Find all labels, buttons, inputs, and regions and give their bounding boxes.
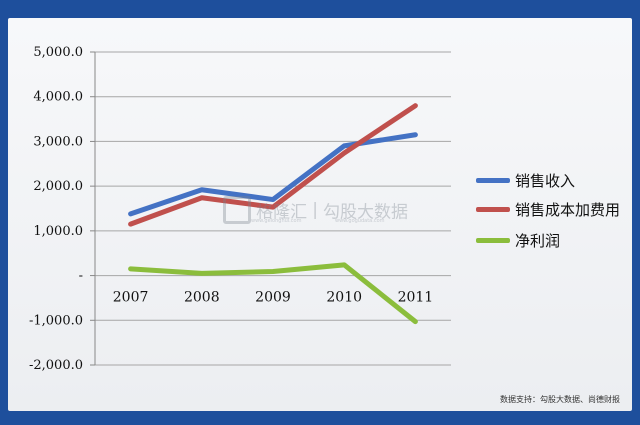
data-point xyxy=(414,105,416,107)
watermark-url2: www.gogudata.com xyxy=(335,218,385,224)
data-point xyxy=(343,264,345,266)
x-tick-label: 2007 xyxy=(113,290,149,306)
watermark: 格隆汇 | 勾股大数据 www.gelonghui.com www.goguda… xyxy=(223,196,408,224)
y-tick-label: -1,000.0 xyxy=(29,313,83,328)
watermark-logo-icon xyxy=(223,196,251,224)
x-tick-label: 2011 xyxy=(398,290,434,306)
data-point xyxy=(201,189,203,191)
chart-panel: 5,000.0 4,000.0 3,000.0 2,000.0 1,000.0 - -1,0… xyxy=(8,18,632,411)
data-point xyxy=(343,145,345,147)
data-point xyxy=(272,199,274,201)
x-tick-label: 2010 xyxy=(326,290,362,306)
data-point xyxy=(130,213,132,215)
legend-swatch xyxy=(476,207,510,212)
watermark-brand: 格隆汇 xyxy=(256,202,308,223)
x-tick-label: 2009 xyxy=(255,290,291,306)
data-point xyxy=(201,197,203,199)
y-tick-label: 2,000.0 xyxy=(33,179,83,194)
watermark-brand2: 勾股大数据 xyxy=(323,202,409,223)
data-point xyxy=(343,152,345,154)
legend-label: 销售成本加费用 xyxy=(515,201,621,219)
data-point xyxy=(414,134,416,136)
y-tick-label: -2,000.0 xyxy=(29,358,83,373)
y-tick-label: 3,000.0 xyxy=(33,134,83,149)
y-tick-label: 4,000.0 xyxy=(33,90,83,105)
data-point xyxy=(272,271,274,273)
data-point xyxy=(130,268,132,270)
data-point xyxy=(272,206,274,208)
data-point xyxy=(201,272,203,274)
watermark-url: www.gelonghui.com xyxy=(251,218,302,224)
y-tick-label: 1,000.0 xyxy=(33,224,83,239)
line-chart: 5,000.0 4,000.0 3,000.0 2,000.0 1,000.0 - -1,0… xyxy=(29,45,451,373)
source-note: 数据支持：勾股大数据、尚德财报 xyxy=(500,395,620,404)
legend-swatch xyxy=(476,178,510,183)
legend-label: 净利润 xyxy=(515,232,561,250)
legend-label: 销售收入 xyxy=(515,172,576,190)
x-tick-label: 2008 xyxy=(184,290,220,306)
y-tick-label: - xyxy=(79,269,83,284)
data-point xyxy=(414,321,416,323)
y-tick-label: 5,000.0 xyxy=(33,45,83,60)
legend-swatch xyxy=(476,238,510,243)
data-point xyxy=(130,223,132,225)
